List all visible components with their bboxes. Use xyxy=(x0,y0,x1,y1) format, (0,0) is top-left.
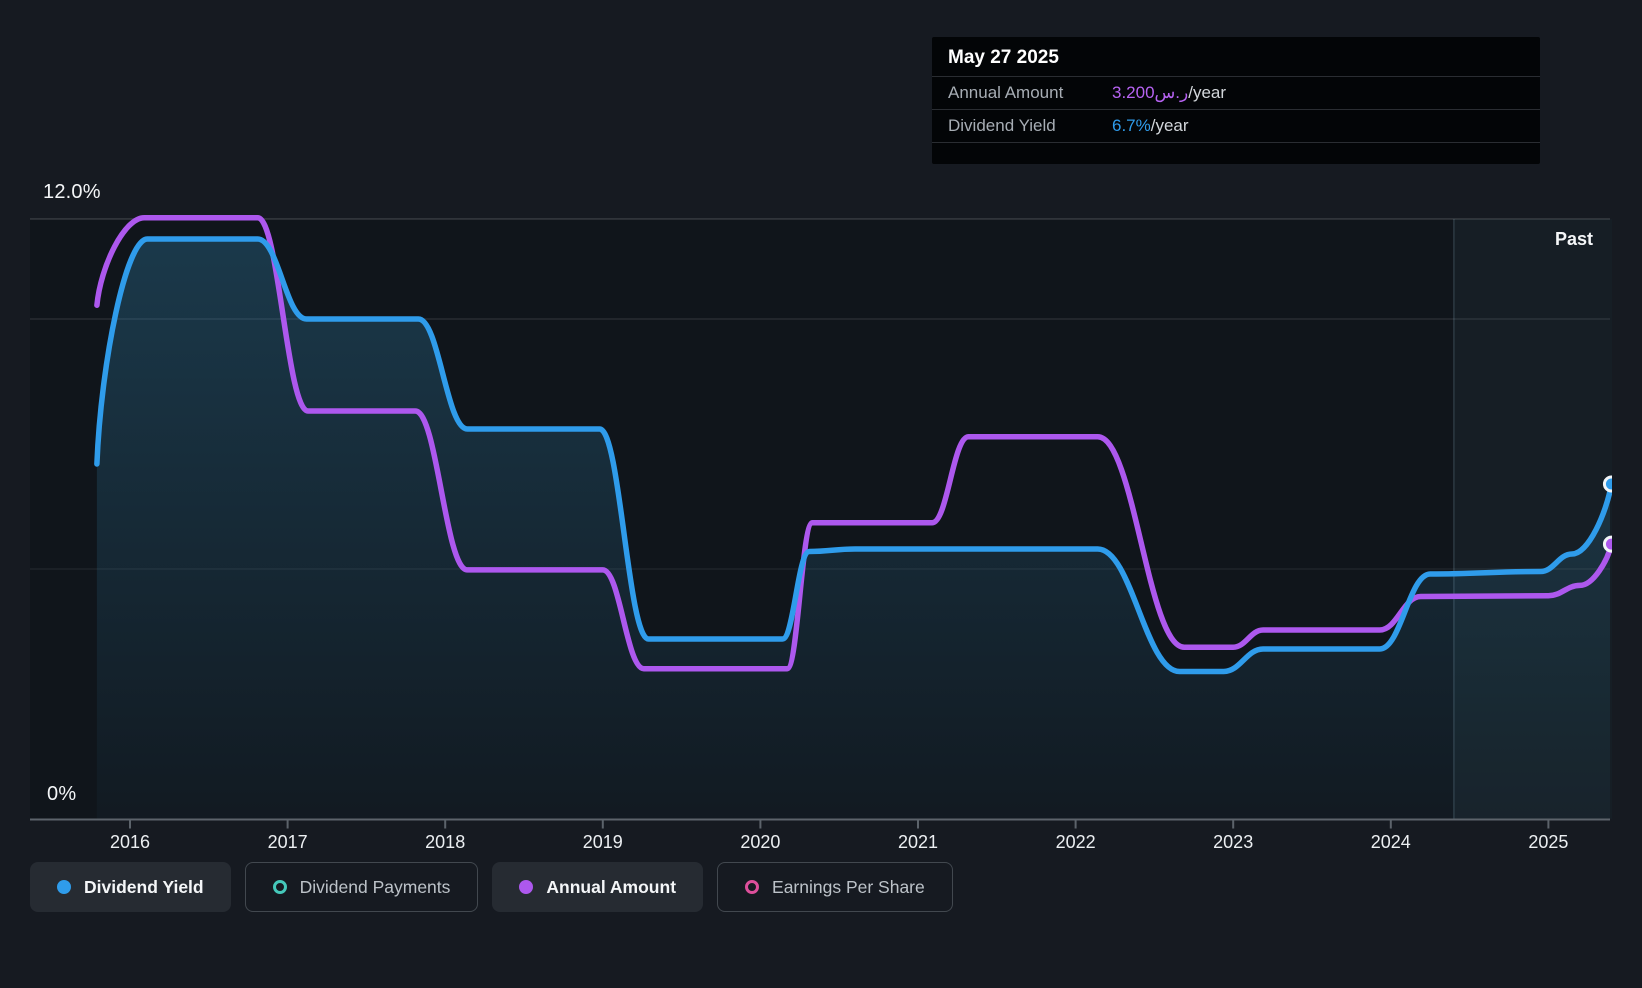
y-axis-min-label: 0% xyxy=(47,783,77,805)
tooltip-row: Annual Amount 3.200س.ر/year xyxy=(932,77,1540,110)
dividend-yield-end-marker[interactable] xyxy=(1602,475,1618,493)
x-axis-label: 2024 xyxy=(1370,832,1411,852)
legend-pill-label: Dividend Payments xyxy=(299,876,451,897)
x-axis-label: 2020 xyxy=(740,832,781,852)
tooltip-rows: Annual Amount 3.200س.ر/year Dividend Yield… xyxy=(932,77,1540,143)
tooltip-row-value: 6.7% xyxy=(1112,116,1151,135)
legend-dot-icon xyxy=(57,880,71,894)
x-axis-label: 2017 xyxy=(267,832,308,852)
x-axis-label: 2025 xyxy=(1528,832,1569,852)
x-axis-label: 2018 xyxy=(425,832,466,852)
legend-dot-icon xyxy=(519,880,534,894)
legend-pill-annual-amount[interactable]: Annual Amount xyxy=(492,862,704,912)
x-axis-label: 2019 xyxy=(582,832,623,852)
dividend-yield-area xyxy=(96,239,1612,819)
legend-pill-label: Dividend Yield xyxy=(84,876,204,897)
legend: Dividend Yield Dividend Payments Annual Am… xyxy=(30,862,953,912)
legend-pill-dividend-yield[interactable]: Dividend Yield xyxy=(30,862,231,912)
legend-pill-dividend-payments[interactable]: Dividend Payments xyxy=(244,862,479,912)
x-axis-ticks xyxy=(129,820,1550,829)
tooltip-row-suffix: /year xyxy=(1188,83,1227,102)
x-axis-label: 2016 xyxy=(109,832,151,852)
tooltip-row-value: 3.200س.ر xyxy=(1112,83,1189,102)
legend-pill-label: Annual Amount xyxy=(546,876,677,897)
tooltip-row-suffix: /year xyxy=(1150,116,1189,135)
tooltip-row-label: Annual Amount xyxy=(948,83,1064,102)
chart-tooltip: May 27 2025 Annual Amount 3.200س.ر/year Di… xyxy=(932,37,1540,164)
dividend-yield-line[interactable] xyxy=(94,236,1612,675)
tooltip-date: May 27 2025 xyxy=(932,37,1540,77)
legend-ring-icon xyxy=(272,880,287,894)
legend-pill-label: Earnings Per Share xyxy=(772,876,925,897)
tooltip-row-label: Dividend Yield xyxy=(948,116,1056,135)
x-axis-label: 2023 xyxy=(1213,832,1254,852)
annual-amount-line[interactable] xyxy=(94,214,1612,672)
y-axis-max-label: 12.0% xyxy=(43,181,101,203)
x-axis-label: 2021 xyxy=(897,832,939,852)
legend-ring-icon xyxy=(745,880,760,894)
past-label: Past xyxy=(1554,229,1593,249)
legend-pill-earnings-per-share[interactable]: Earnings Per Share xyxy=(717,862,953,912)
annual-amount-end-marker[interactable] xyxy=(1602,535,1618,553)
x-axis-label: 2022 xyxy=(1055,832,1096,852)
past-region-overlay xyxy=(1453,219,1612,819)
tooltip-row: Dividend Yield 6.7%/year xyxy=(932,110,1540,143)
